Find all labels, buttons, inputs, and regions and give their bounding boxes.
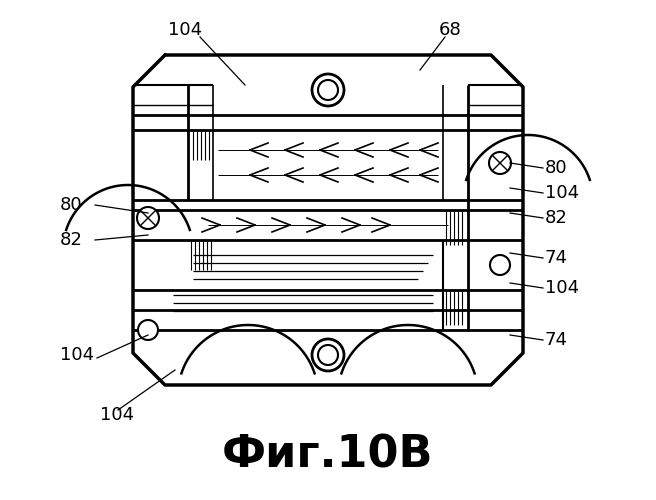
Text: 104: 104 <box>545 184 579 202</box>
Text: 104: 104 <box>545 279 579 297</box>
Circle shape <box>312 74 344 106</box>
Circle shape <box>137 207 159 229</box>
Circle shape <box>489 152 511 174</box>
Text: 82: 82 <box>545 209 568 227</box>
Text: 104: 104 <box>60 346 94 364</box>
Text: 68: 68 <box>439 21 461 39</box>
Text: 80: 80 <box>545 159 567 177</box>
Text: 82: 82 <box>60 231 83 249</box>
Circle shape <box>138 320 158 340</box>
Circle shape <box>490 255 510 275</box>
Text: 104: 104 <box>100 406 134 424</box>
Text: 80: 80 <box>60 196 83 214</box>
Text: 104: 104 <box>168 21 202 39</box>
Text: 74: 74 <box>545 331 568 349</box>
Text: Фиг.10В: Фиг.10В <box>222 434 434 476</box>
Circle shape <box>312 339 344 371</box>
Text: 74: 74 <box>545 249 568 267</box>
